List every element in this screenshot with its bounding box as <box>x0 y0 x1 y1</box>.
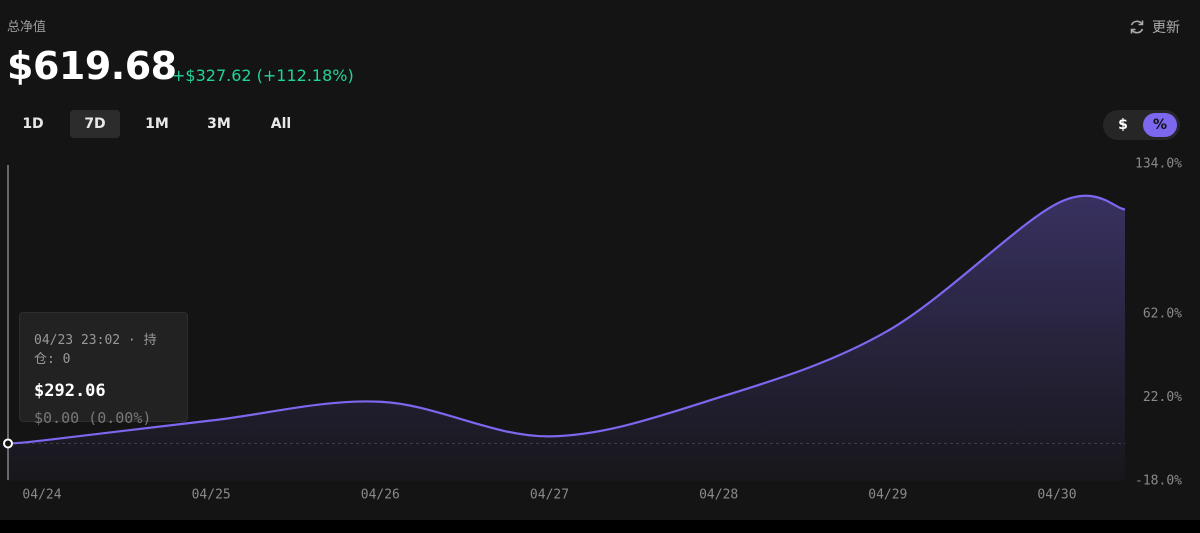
refresh-label: 更新 <box>1152 20 1180 36</box>
tooltip-value: $292.06 <box>34 381 106 401</box>
unit-toggle: $ % <box>1103 110 1180 140</box>
y-tick-label: 22.0% <box>1143 390 1182 405</box>
x-tick-label: 04/24 <box>22 488 61 503</box>
refresh-icon <box>1130 20 1144 34</box>
range-tab[interactable]: 1D <box>22 116 44 132</box>
x-tick-label: 04/30 <box>1037 488 1076 503</box>
net-value: $619.68 <box>7 44 177 88</box>
unit-option[interactable]: $ <box>1118 117 1128 133</box>
tooltip: 04/23 23:02 · 持仓: 0 $292.06 $0.00 (0.00%… <box>19 312 188 427</box>
x-tick-label: 04/25 <box>192 488 231 503</box>
y-tick-label: 134.0% <box>1135 157 1182 172</box>
refresh-button[interactable]: 更新 <box>1128 17 1180 37</box>
x-tick-label: 04/26 <box>361 488 400 503</box>
y-tick-label: 62.0% <box>1143 307 1182 322</box>
range-tab-active[interactable]: 7D <box>70 110 120 138</box>
range-tab[interactable]: 3M <box>207 116 231 132</box>
net-change: +$327.62 (+112.18%) <box>172 66 354 85</box>
tooltip-time: 04/23 23:02 · 持仓: 0 <box>34 333 157 367</box>
range-tab[interactable]: 1M <box>145 116 169 132</box>
bottom-bar <box>0 520 1200 533</box>
x-tick-label: 04/29 <box>868 488 907 503</box>
range-tabs: 1D 7D 1M 3M All <box>8 110 306 138</box>
unit-option-active[interactable]: % <box>1143 113 1177 137</box>
net-value-label: 总净值 <box>7 20 47 35</box>
tooltip-change: $0.00 (0.00%) <box>34 409 152 427</box>
x-tick-label: 04/27 <box>530 488 569 503</box>
hover-point <box>3 438 13 449</box>
line <box>7 194 1126 445</box>
range-tab[interactable]: All <box>270 116 292 132</box>
y-tick-label: -18.0% <box>1135 474 1182 489</box>
x-tick-label: 04/28 <box>699 488 738 503</box>
